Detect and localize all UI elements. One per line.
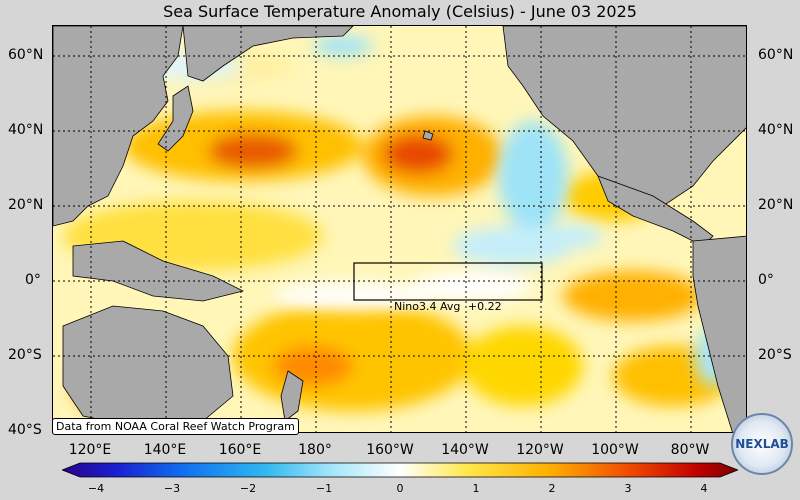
hawaii-land — [422, 130, 434, 141]
lat-label-left: 0° — [25, 272, 41, 288]
nino34-value: +0.22 — [467, 300, 502, 313]
lon-label: 120°E — [68, 442, 112, 458]
colorbar-tick: 1 — [472, 482, 480, 495]
colorbar-tick: −3 — [163, 482, 181, 495]
map-title: Sea Surface Temperature Anomaly (Celsius… — [163, 2, 637, 21]
lat-label-left: 40°S — [8, 422, 42, 438]
lon-label: 180° — [298, 442, 332, 458]
sst-anomaly-map — [52, 25, 747, 433]
new-zealand-land — [280, 370, 304, 422]
south-america-land — [692, 235, 746, 432]
lat-label-right: 60°N — [758, 47, 794, 63]
lon-label: 80°W — [670, 442, 710, 458]
lon-label: 120°W — [516, 442, 564, 458]
lat-label-right: 40°N — [758, 122, 794, 138]
lat-label-right: 20°S — [758, 347, 792, 363]
lon-label: 140°E — [143, 442, 187, 458]
lon-label: 100°W — [591, 442, 639, 458]
lat-label-left: 40°N — [8, 122, 44, 138]
indonesia-land — [72, 240, 245, 302]
lat-label-right: 0° — [758, 272, 774, 288]
australia-land — [62, 305, 234, 427]
lon-label: 160°E — [218, 442, 262, 458]
colorbar-tick: 4 — [700, 482, 708, 495]
colorbar-tick: −2 — [239, 482, 257, 495]
data-credit: Data from NOAA Coral Reef Watch Program — [52, 418, 299, 435]
land-masses — [53, 26, 746, 432]
lat-label-left: 60°N — [8, 47, 44, 63]
nino34-box — [353, 262, 543, 301]
colorbar-tick: 2 — [548, 482, 556, 495]
lat-label-left: 20°N — [8, 197, 44, 213]
colorbar-tick: 0 — [396, 482, 404, 495]
map-canvas — [53, 26, 746, 432]
lon-label: 160°W — [366, 442, 414, 458]
japan-land — [157, 85, 194, 152]
lon-label: 140°W — [441, 442, 489, 458]
colorbar-fill — [60, 462, 740, 478]
northeast-asia-land — [182, 26, 354, 82]
colorbar-tick: −1 — [315, 482, 333, 495]
graticule — [53, 26, 746, 432]
lat-label-right: 20°N — [758, 197, 794, 213]
nino34-average: Nino3.4 Avg +0.22 — [394, 300, 502, 313]
colorbar-tick: −4 — [87, 482, 105, 495]
colorbar-svg — [60, 462, 740, 478]
nexlab-logo: NEXLAB — [731, 413, 793, 475]
nino34-label: Nino3.4 Avg — [394, 300, 461, 313]
lat-label-left: 20°S — [8, 347, 42, 363]
colorbar-tick: 3 — [624, 482, 632, 495]
colorbar — [60, 462, 740, 478]
